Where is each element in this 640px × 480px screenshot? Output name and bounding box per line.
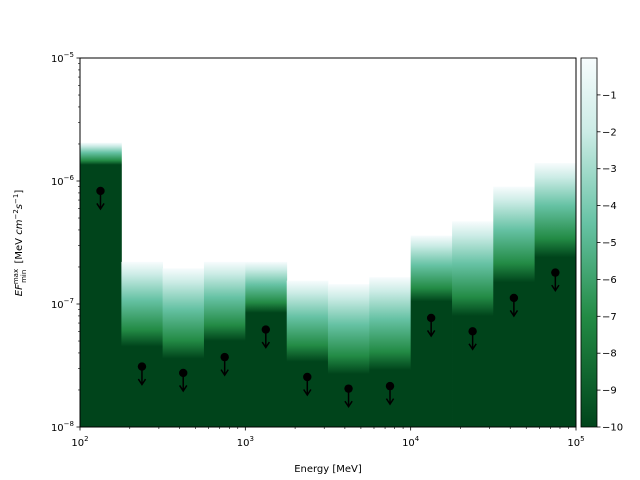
likelihood-bin	[203, 261, 246, 427]
y-tick-label: 10−8	[51, 420, 74, 434]
x-tick-label: 105	[567, 435, 584, 449]
upper-limit-marker	[96, 186, 105, 211]
plot-frame	[79, 57, 577, 428]
colorbar: −1 −2 −3 −4 −5 −6 −7 −8 −9 −10	[580, 57, 623, 434]
upper-limit-marker	[261, 325, 271, 349]
x-tick-label: 104	[402, 435, 420, 449]
bins-layer	[80, 142, 577, 427]
y-axis: 10−8 10−7 10−6 10−5	[51, 51, 80, 434]
upper-limit-marker	[385, 381, 395, 406]
x-tick-label: 102	[71, 435, 88, 449]
colorbar-gradient	[580, 57, 598, 428]
upper-limit-marker	[178, 368, 188, 393]
likelihood-bin	[121, 261, 164, 427]
colorbar-tick-label: −5	[602, 238, 617, 249]
upper-limit-marker	[220, 352, 229, 377]
x-axis-label: Energy [MeV]	[294, 464, 362, 475]
likelihood-bin	[452, 221, 494, 427]
likelihood-bin	[162, 268, 205, 427]
likelihood-bin	[80, 142, 122, 427]
colorbar-tick-label: −9	[602, 386, 617, 397]
upper-limit-marker	[303, 372, 312, 397]
x-tick-label: 103	[237, 435, 254, 449]
likelihood-bin	[286, 280, 329, 427]
y-tick-label: 10−6	[51, 174, 75, 188]
x-axis: 102 103 104 105	[71, 427, 585, 449]
likelihood-bin	[534, 163, 577, 427]
upper-limit-marker	[426, 313, 436, 338]
colorbar-tick-label: −7	[602, 312, 617, 323]
upper-limit-marker	[344, 384, 353, 409]
y-tick-label: 10−7	[51, 297, 74, 311]
upper-limit-marker	[509, 293, 519, 318]
upper-limit-marker	[468, 327, 477, 351]
colorbar-tick-label: −1	[602, 90, 617, 101]
upper-limit-marker	[137, 362, 147, 386]
markers-layer	[96, 186, 560, 409]
upper-limit-marker	[551, 268, 560, 292]
colorbar-tick-label: −2	[602, 127, 617, 138]
y-tick-label: 10−5	[51, 51, 74, 65]
colorbar-tick-label: −4	[602, 201, 617, 212]
colorbar-tick-label: −6	[602, 275, 617, 286]
y-axis-label: EFmaxmin [MeV cm−2s−1]	[12, 190, 28, 297]
colorbar-tick-label: −3	[602, 164, 617, 175]
colorbar-tick-label: −8	[602, 349, 617, 360]
colorbar-tick-label: −10	[602, 423, 623, 434]
